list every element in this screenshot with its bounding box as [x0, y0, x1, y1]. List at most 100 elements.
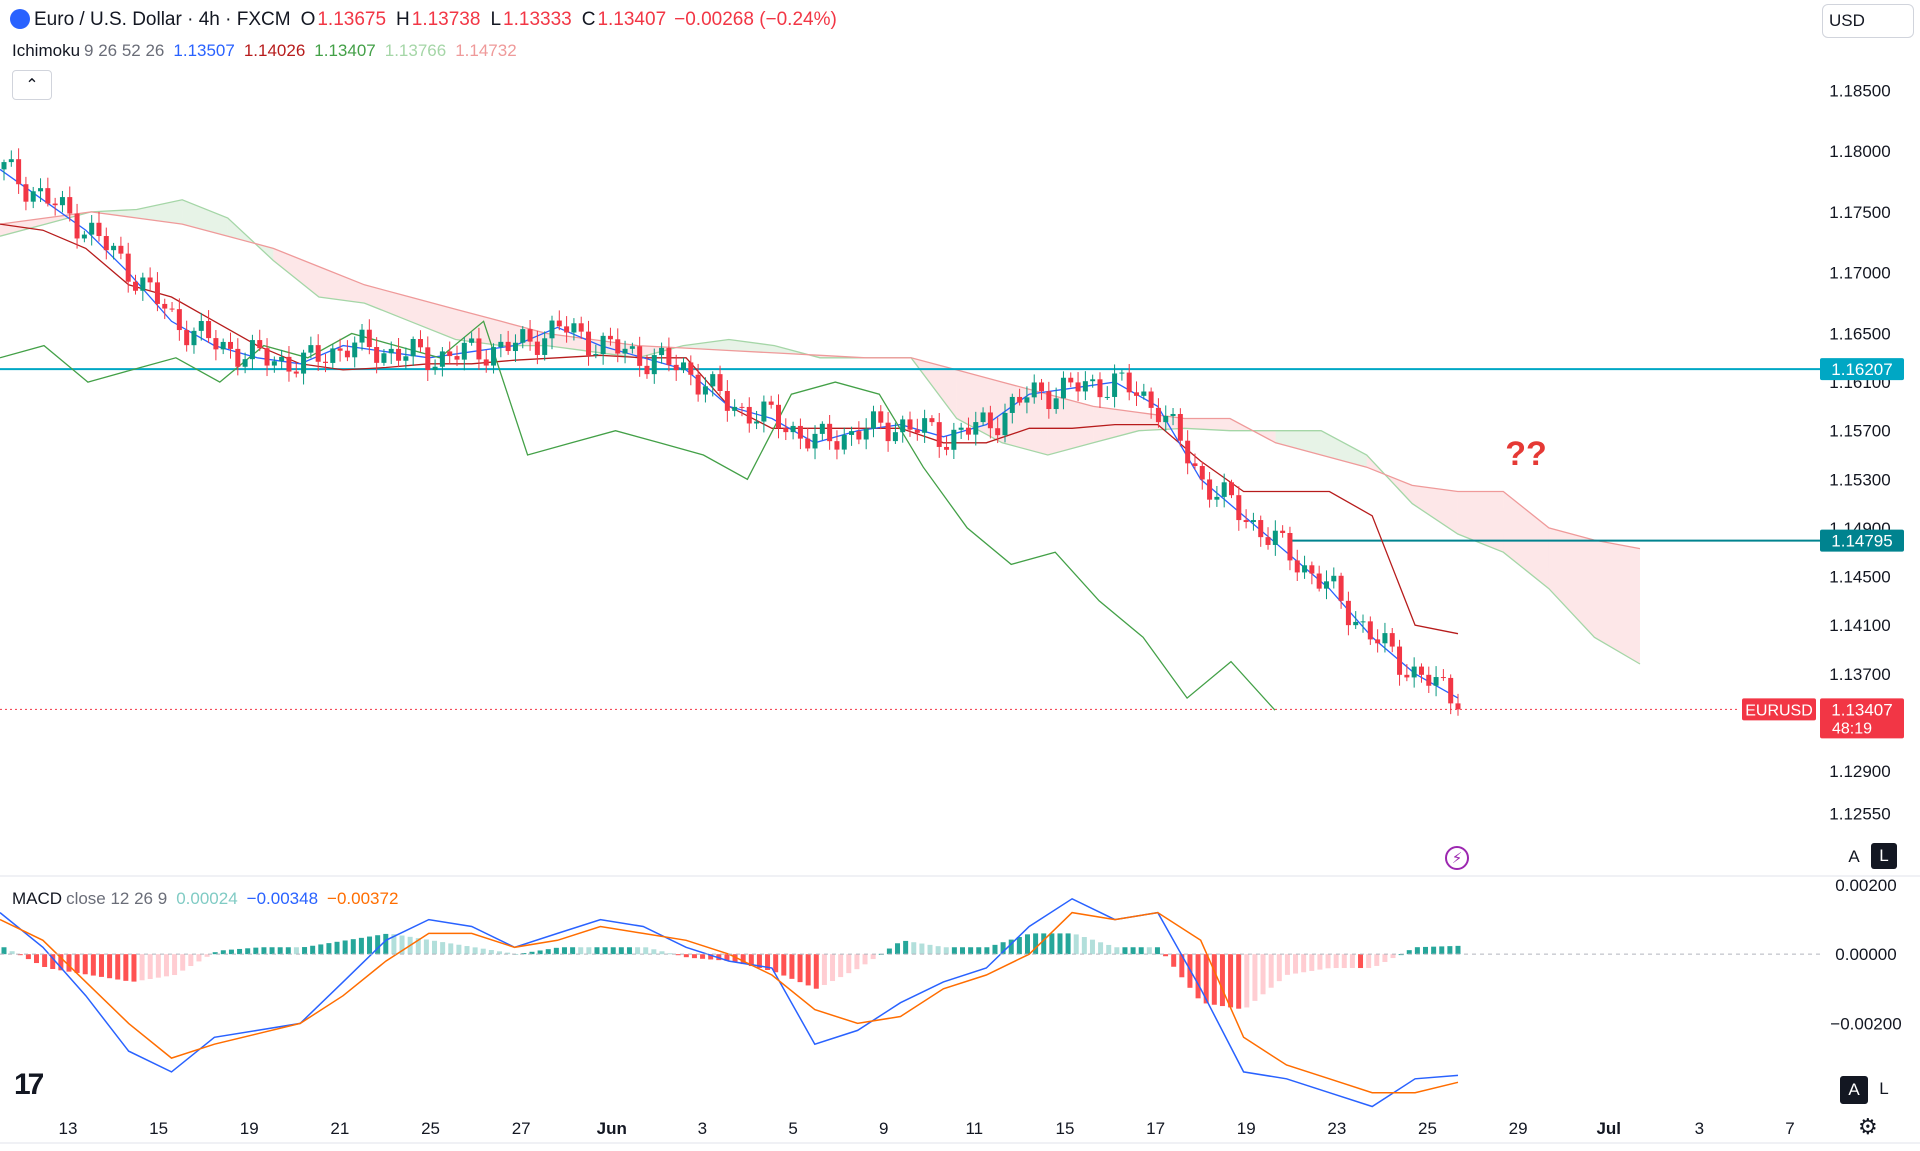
candle-body: [1316, 573, 1322, 589]
time-tick-label: 15: [1055, 1119, 1074, 1138]
candle-body: [432, 366, 438, 371]
price-tick-label: 1.18000: [1829, 142, 1890, 161]
symbol-title[interactable]: Euro / U.S. Dollar · 4h · FXCM: [34, 9, 291, 30]
macd-histogram-bar: [1138, 947, 1144, 955]
macd-histogram-bar: [1081, 937, 1087, 955]
candle-body: [1418, 666, 1424, 675]
candle-body: [140, 277, 146, 291]
candle-body: [52, 203, 58, 206]
macd-line: [0, 897, 1459, 1108]
candle-body: [1199, 465, 1205, 480]
macd-histogram-bar: [578, 947, 584, 955]
candle-body: [264, 348, 270, 366]
currency-selector[interactable]: USD: [1822, 4, 1914, 38]
candle-body: [1294, 560, 1300, 573]
candle-body: [1177, 413, 1183, 441]
macd-histogram-bar: [50, 954, 56, 969]
macd-histogram-bar: [456, 944, 462, 955]
macd-histogram-bar: [488, 950, 494, 955]
macd-histogram-bar: [521, 953, 527, 955]
macd-histogram-bar: [1276, 954, 1282, 982]
macd-histogram-bar: [1244, 954, 1250, 1008]
candle-body: [1265, 537, 1271, 545]
chikou-value: 1.13407: [314, 41, 376, 60]
macd-histogram-bar: [667, 953, 673, 955]
candle-body: [483, 359, 489, 366]
macd-histogram-bar: [1130, 947, 1136, 955]
auto-scale-button[interactable]: A: [1840, 843, 1868, 871]
ichimoku-name: Ichimoku: [12, 41, 81, 60]
candle-body: [242, 359, 248, 367]
macd-histogram-bar: [496, 951, 502, 955]
macd-histogram-bar: [212, 952, 218, 955]
time-tick-label: 17: [1146, 1119, 1165, 1138]
collapse-legend-button[interactable]: ⌃: [12, 70, 52, 100]
candle-body: [1258, 520, 1264, 538]
macd-histogram-bar: [1228, 954, 1234, 1008]
macd-histogram-bar: [358, 937, 364, 955]
cloud-segment: [1184, 418, 1230, 431]
macd-histogram-bar: [1455, 945, 1461, 955]
macd-histogram-bar: [821, 954, 827, 985]
macd-histogram-bar: [318, 944, 324, 955]
candle-body: [1426, 674, 1432, 686]
candle-body: [454, 356, 460, 360]
macd-histogram-bar: [155, 954, 161, 978]
macd-histogram-bar: [269, 947, 275, 955]
price-tick-label: 1.17000: [1829, 264, 1890, 283]
log-scale-button[interactable]: L: [1871, 843, 1897, 869]
candle-body: [337, 348, 343, 351]
macd-legend[interactable]: MACD close 12 26 9 0.00024 −0.00348 −0.0…: [12, 888, 407, 910]
tradingview-logo[interactable]: 17: [14, 1068, 44, 1101]
macd-log-scale-button[interactable]: L: [1871, 1076, 1897, 1102]
candle-body: [914, 429, 920, 433]
macd-histogram-bar: [1382, 954, 1388, 962]
candle-body: [1017, 396, 1023, 403]
candle-body: [125, 253, 131, 282]
candle-body: [1185, 440, 1191, 464]
macd-signal-value: −0.00372: [327, 889, 399, 908]
cloud-segment: [1594, 540, 1640, 665]
candle-body: [1126, 372, 1132, 393]
candle-body: [710, 374, 716, 387]
candle-body: [1039, 382, 1045, 392]
ichimoku-legend[interactable]: Ichimoku 9 26 52 26 1.13507 1.14026 1.13…: [12, 40, 526, 62]
candle-body: [681, 362, 687, 371]
candle-body: [162, 303, 168, 309]
macd-histogram-bar: [1390, 954, 1396, 959]
candle-body: [308, 345, 314, 353]
macd-histogram-bar: [886, 948, 892, 955]
candle-body: [746, 406, 752, 424]
flash-icon[interactable]: ⚡: [1445, 846, 1469, 870]
candle-body: [863, 428, 869, 440]
price-tick-label: 1.13700: [1829, 665, 1890, 684]
macd-auto-scale-button[interactable]: A: [1840, 1076, 1868, 1104]
macd-histogram-bar: [25, 954, 31, 960]
candle-body: [352, 342, 358, 358]
macd-histogram-bar: [326, 943, 332, 955]
candle-body: [797, 425, 803, 439]
candle-body: [1455, 703, 1461, 710]
candle-body: [819, 423, 825, 434]
cloud-segment: [1047, 394, 1094, 455]
macd-histogram-bar: [927, 944, 933, 955]
gear-icon[interactable]: ⚙: [1858, 1114, 1878, 1139]
currency-label: USD: [1829, 11, 1865, 30]
time-tick-label: 25: [421, 1119, 440, 1138]
candle-body: [271, 361, 277, 366]
candle-body: [191, 330, 197, 346]
candle-body: [827, 423, 833, 442]
candle-body: [980, 412, 986, 423]
macd-histogram-bar: [1423, 946, 1429, 955]
macd-histogram-bar: [391, 934, 397, 955]
span-b-value: 1.14732: [455, 41, 517, 60]
candle-body: [732, 406, 738, 411]
macd-histogram-bar: [700, 954, 706, 959]
macd-histogram-bar: [1431, 946, 1437, 955]
macd-histogram-bar: [1301, 954, 1307, 973]
auto-scale-label: A: [1848, 847, 1860, 866]
macd-histogram-bar: [911, 942, 917, 955]
macd-histogram-bar: [1406, 950, 1412, 955]
candle-body: [1141, 391, 1147, 396]
